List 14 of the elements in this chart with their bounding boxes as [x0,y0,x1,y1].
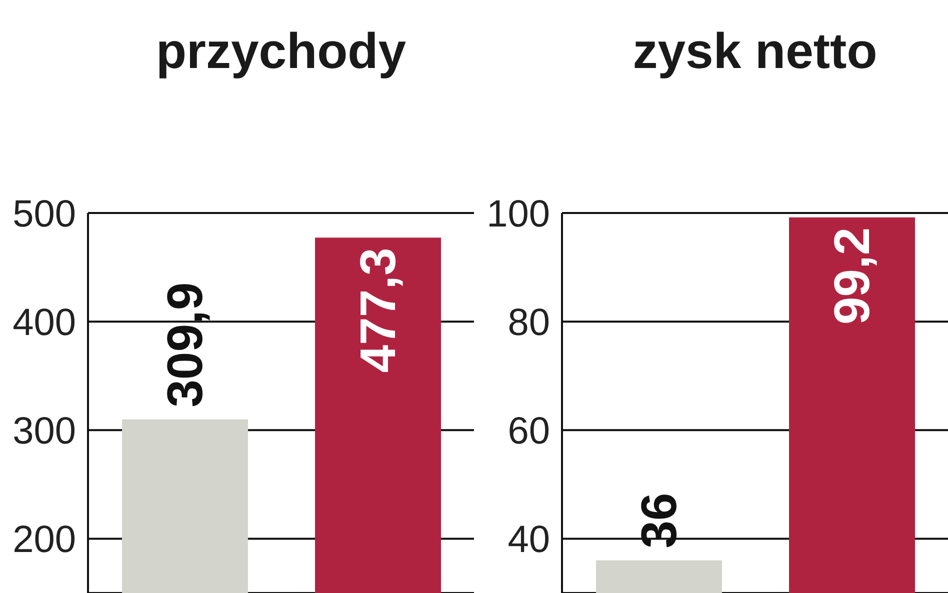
y-tick-label: 300 [12,410,76,453]
data-label: 99,2 [824,227,880,325]
y-tick-label: 400 [12,302,76,344]
y-tick-label: 80 [508,302,550,344]
y-tick-label: 200 [12,519,76,562]
chart-title: zysk netto [632,22,878,80]
y-tick-label: 100 [486,193,550,236]
y-tick-label: 500 [12,193,76,236]
data-label: 36 [631,492,687,548]
y-tick-label: 40 [508,519,550,562]
data-label: 477,3 [350,248,406,373]
chart-title: przychody [154,22,408,80]
y-tick-label: 60 [508,410,550,453]
data-label: 309,9 [157,282,213,408]
